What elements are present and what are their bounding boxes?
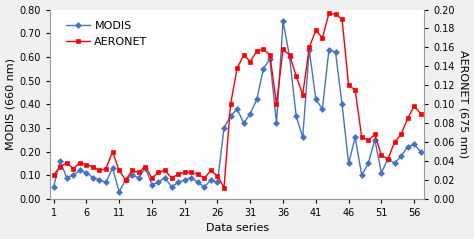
MODIS <box>319 108 325 110</box>
MODIS <box>64 176 70 179</box>
AERONET <box>326 12 332 15</box>
MODIS <box>70 174 76 177</box>
AERONET <box>313 29 319 32</box>
AERONET <box>221 186 227 189</box>
X-axis label: Data series: Data series <box>206 223 269 234</box>
MODIS <box>418 150 424 153</box>
AERONET <box>418 112 424 115</box>
MODIS <box>155 181 161 184</box>
MODIS <box>116 190 122 193</box>
MODIS <box>215 181 220 184</box>
Line: MODIS: MODIS <box>52 19 423 194</box>
Legend: MODIS, AERONET: MODIS, AERONET <box>64 19 150 49</box>
MODIS <box>51 186 56 189</box>
Y-axis label: MODIS (660 nm): MODIS (660 nm) <box>6 58 16 150</box>
AERONET <box>149 177 155 179</box>
AERONET <box>70 167 76 170</box>
Y-axis label: AERONET (675 nm): AERONET (675 nm) <box>458 50 468 158</box>
MODIS <box>313 98 319 101</box>
AERONET <box>51 174 56 177</box>
Line: AERONET: AERONET <box>52 11 423 190</box>
AERONET <box>64 162 70 164</box>
MODIS <box>280 20 286 23</box>
AERONET <box>306 46 312 49</box>
AERONET <box>208 169 214 172</box>
